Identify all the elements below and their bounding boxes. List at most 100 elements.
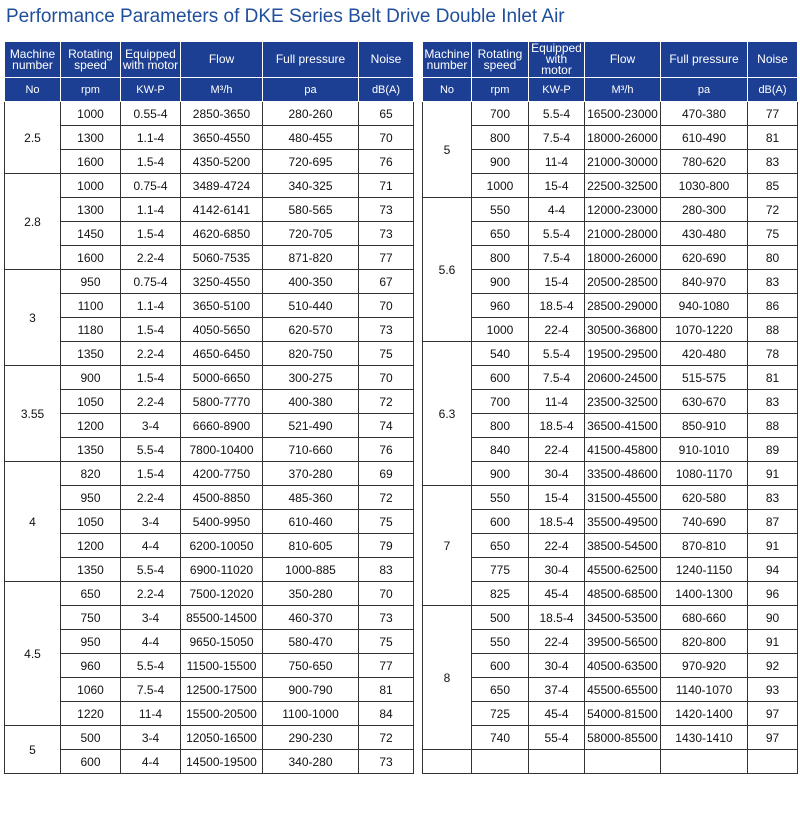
machine-cell: 6.3 [422, 341, 472, 486]
data-cell: 11-4 [120, 701, 181, 726]
data-cell: 83 [747, 485, 798, 510]
data-cell: 5.5-4 [120, 557, 181, 582]
data-cell: 70 [358, 365, 414, 390]
data-cell: 38500-54500 [584, 533, 661, 558]
data-cell: 90 [747, 605, 798, 630]
data-cell: 45-4 [528, 581, 585, 606]
data-cell: 58000-85500 [584, 725, 661, 750]
data-cell: 1050 [60, 389, 121, 414]
data-cell: 75 [358, 509, 414, 534]
data-cell: 500 [60, 725, 121, 750]
data-cell: 910-1010 [660, 437, 748, 462]
empty-cell [471, 749, 529, 774]
data-cell: 88 [747, 317, 798, 342]
empty-cell [747, 749, 798, 774]
data-cell: 650 [471, 221, 529, 246]
data-cell: 485-360 [262, 485, 359, 510]
data-cell: 21000-30000 [584, 149, 661, 174]
data-cell: 81 [747, 365, 798, 390]
data-row: 1350 5.5-4 7800-10400 710-660 76 [5, 437, 414, 462]
data-cell: 73 [358, 197, 414, 222]
data-cell: 600 [471, 653, 529, 678]
data-cell: 31500-45500 [584, 485, 661, 510]
data-row: 600 4-4 14500-19500 340-280 73 [5, 749, 414, 774]
data-cell: 960 [471, 293, 529, 318]
data-cell: 6660-8900 [180, 413, 263, 438]
data-cell: 5.5-4 [528, 221, 585, 246]
data-cell: 1240-1150 [660, 557, 748, 582]
data-cell: 15-4 [528, 269, 585, 294]
data-cell: 6200-10050 [180, 533, 263, 558]
data-row: 1000 15-4 22500-32500 1030-800 85 [423, 173, 798, 198]
data-row: 2.5 1000 0.55-4 2850-3650 280-260 65 [4, 101, 414, 174]
empty-cell [528, 749, 585, 774]
data-row: 1000 22-4 30500-36800 1070-1220 88 [423, 317, 798, 342]
data-cell: 7800-10400 [180, 437, 263, 462]
data-cell: 22-4 [528, 317, 585, 342]
data-cell: 93 [747, 677, 798, 702]
data-cell: 900 [471, 461, 529, 486]
data-cell: 67 [358, 269, 414, 294]
data-cell: 3250-4550 [180, 269, 263, 294]
data-cell: 7.5-4 [528, 245, 585, 270]
data-row: 7 550 15-4 31500-45500 620-580 83 [422, 485, 798, 606]
data-cell: 1300 [60, 125, 121, 150]
data-cell: 1100-1000 [262, 701, 359, 726]
data-row: 3 950 0.75-4 3250-4550 400-350 67 [4, 269, 414, 366]
data-cell: 77 [358, 245, 414, 270]
data-row: 650 5.5-4 21000-28000 430-480 75 [423, 221, 798, 246]
data-cell: 521-490 [262, 413, 359, 438]
data-cell: 340-325 [262, 173, 359, 198]
data-row: 1200 4-4 6200-10050 810-605 79 [5, 533, 414, 558]
data-cell: 960 [60, 653, 121, 678]
data-cell: 950 [60, 485, 121, 510]
data-cell: 800 [471, 245, 529, 270]
data-cell: 400-350 [262, 269, 359, 294]
data-cell: 3-4 [120, 413, 181, 438]
data-row: 5 700 5.5-4 16500-23000 470-380 77 [422, 101, 798, 198]
data-cell: 33500-48600 [584, 461, 661, 486]
data-cell: 79 [358, 533, 414, 558]
unit-row: No rpm KW-P M³/h pa dB(A) [4, 77, 414, 102]
data-cell: 22-4 [528, 437, 585, 462]
unit-row: No rpm KW-P M³/h pa dB(A) [422, 77, 798, 102]
unit-cell: pa [262, 77, 359, 102]
data-row: 6.3 540 5.5-4 19500-29500 420-480 78 [422, 341, 798, 486]
unit-cell: dB(A) [358, 77, 414, 102]
data-cell: 3-4 [120, 725, 181, 750]
unit-cell: rpm [471, 77, 529, 102]
data-cell: 20500-28500 [584, 269, 661, 294]
data-cell: 800 [471, 413, 529, 438]
data-cell: 4350-5200 [180, 149, 263, 174]
data-cell: 16500-23000 [584, 101, 661, 126]
data-cell: 3-4 [120, 605, 181, 630]
data-cell: 710-660 [262, 437, 359, 462]
data-cell: 2.2-4 [120, 485, 181, 510]
header-cell: Noise [747, 41, 798, 78]
data-cell: 77 [358, 653, 414, 678]
data-cell: 1450 [60, 221, 121, 246]
data-cell: 2.2-4 [120, 341, 181, 366]
table-left: Machine number Rotating speed Equipped wit… [4, 41, 414, 774]
header-cell: Equipped with motor [120, 41, 181, 78]
data-cell: 1070-1220 [660, 317, 748, 342]
data-cell: 620-690 [660, 245, 748, 270]
empty-cell [660, 749, 748, 774]
data-cell: 7.5-4 [528, 365, 585, 390]
data-row: 1350 5.5-4 6900-11020 1000-885 83 [5, 557, 414, 582]
data-cell: 720-705 [262, 221, 359, 246]
header-row: Machine number Rotating speed Equipped wit… [422, 41, 798, 78]
data-cell: 74 [358, 413, 414, 438]
data-cell: 5.5-4 [528, 101, 585, 126]
data-cell: 1420-1400 [660, 701, 748, 726]
data-row: 800 18.5-4 36500-41500 850-910 88 [423, 413, 798, 438]
header-cell: Full pressure [660, 41, 748, 78]
data-row: 900 11-4 21000-30000 780-620 83 [423, 149, 798, 174]
data-cell: 37-4 [528, 677, 585, 702]
data-cell: 71 [358, 173, 414, 198]
data-cell: 75 [747, 221, 798, 246]
data-cell: 91 [747, 533, 798, 558]
data-cell: 92 [747, 653, 798, 678]
data-cell: 73 [358, 605, 414, 630]
